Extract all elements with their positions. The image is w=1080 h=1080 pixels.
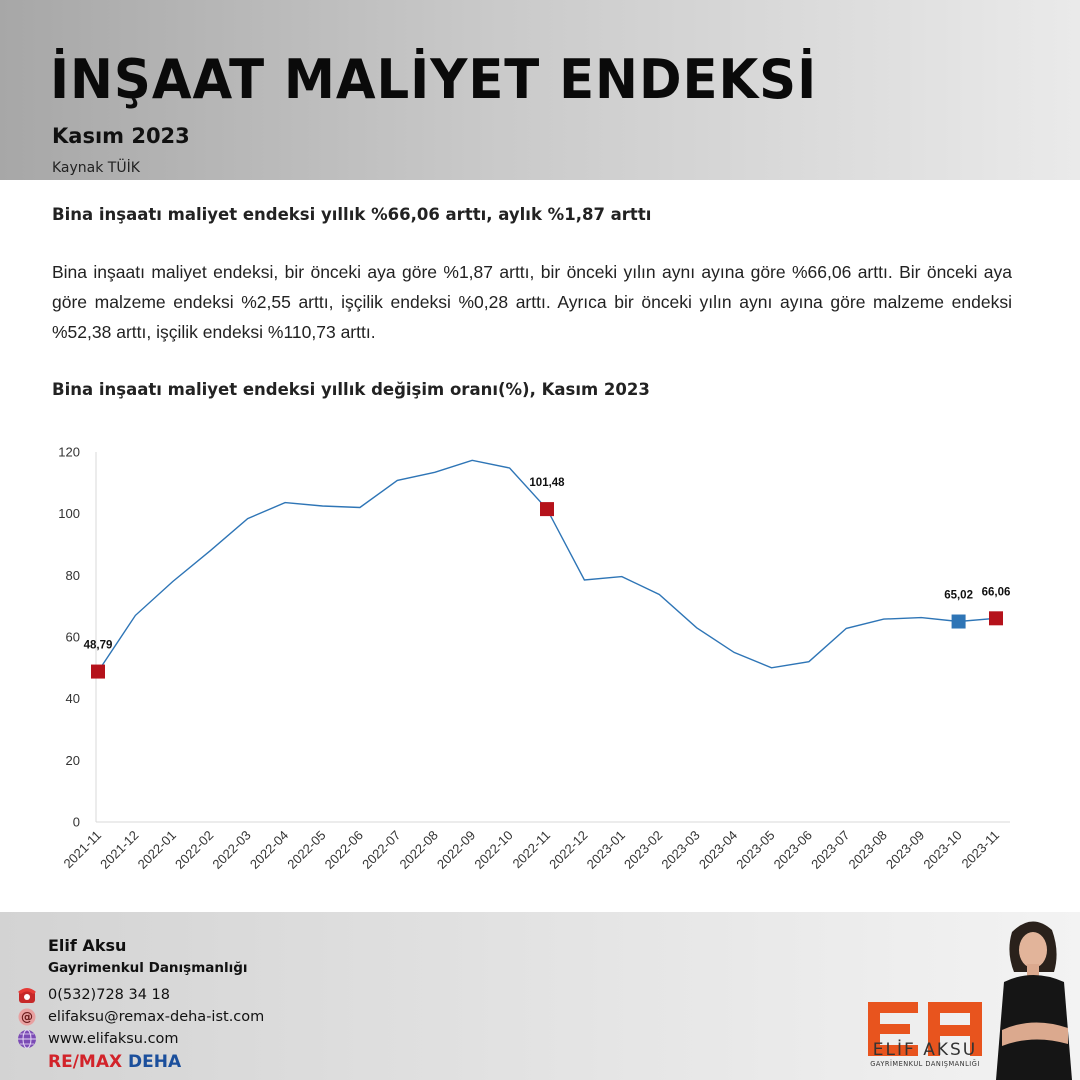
- data-point-marker: [540, 502, 554, 517]
- data-point-marker: [951, 614, 966, 629]
- data-point-marker: [989, 611, 1003, 626]
- x-tick-label: 2022-09: [434, 828, 478, 872]
- x-axis-ticks: 2021-112021-122022-012022-022022-032022-…: [60, 828, 1002, 872]
- y-tick-label: 20: [66, 753, 80, 768]
- data-point-label: 66,06: [982, 586, 1011, 598]
- x-tick-label: 2023-09: [883, 828, 927, 872]
- article-heading: Bina inşaatı maliyet endeksi yıllık %66,…: [52, 205, 652, 224]
- page-title: İNŞAAT MALİYET ENDEKSİ: [50, 48, 818, 111]
- data-source: Kaynak TÜİK: [52, 160, 140, 176]
- y-tick-label: 60: [66, 630, 80, 645]
- x-tick-label: 2022-11: [509, 828, 553, 872]
- contact-website-row[interactable]: www.elifaksu.com: [14, 1028, 179, 1050]
- logo-subtitle: GAYRİMENKUL DANIŞMANLIĞI: [870, 1060, 980, 1068]
- contact-phone: 0(532)728 34 18: [48, 987, 171, 1003]
- contact-name: Elif Aksu: [48, 936, 127, 955]
- y-tick-label: 100: [58, 506, 80, 521]
- article-body: Bina inşaatı maliyet endeksi, bir önceki…: [52, 262, 1012, 342]
- x-tick-label: 2022-03: [209, 828, 253, 872]
- series-line: [97, 459, 997, 672]
- globe-icon: [14, 1028, 40, 1050]
- x-tick-label: 2023-05: [733, 828, 777, 872]
- data-point-label: 65,02: [944, 590, 973, 602]
- x-tick-label: 2023-03: [658, 828, 702, 872]
- x-tick-label: 2022-01: [135, 828, 179, 872]
- highlight-markers: 48,79 101,48 65,02 66,06: [84, 477, 1011, 679]
- y-tick-label: 0: [73, 815, 80, 830]
- consultant-portrait: [996, 921, 1072, 1080]
- contact-website: www.elifaksu.com: [48, 1031, 179, 1047]
- x-tick-label: 2023-10: [920, 828, 964, 872]
- header-banner: [0, 0, 1080, 180]
- email-icon: @: [14, 1006, 40, 1028]
- contact-phone-row[interactable]: 0(532)728 34 18: [14, 984, 170, 1006]
- remax-office: DEHA: [128, 1052, 182, 1072]
- contact-email: elifaksu@remax-deha-ist.com: [48, 1009, 265, 1025]
- y-tick-label: 80: [66, 568, 80, 583]
- phone-icon: [14, 984, 40, 1006]
- x-tick-label: 2022-05: [284, 828, 328, 872]
- elif-aksu-logo-mark: [868, 1002, 982, 1056]
- y-axis-ticks: 0 20 40 60 80 100 120: [58, 445, 80, 830]
- chart-title: Bina inşaatı maliyet endeksi yıllık deği…: [52, 380, 650, 399]
- x-tick-label: 2022-02: [172, 828, 216, 872]
- data-point-label: 101,48: [529, 477, 565, 489]
- x-tick-label: 2021-11: [60, 828, 104, 872]
- x-tick-label: 2023-01: [584, 828, 628, 872]
- x-tick-label: 2022-06: [322, 828, 366, 872]
- x-tick-label: 2022-08: [397, 828, 441, 872]
- data-point-label: 48,79: [84, 640, 113, 652]
- logo-caption: ELİF AKSU GAYRİMENKUL DANIŞMANLIĞI: [858, 1040, 992, 1068]
- remax-wordmark: RE/MAX: [48, 1052, 123, 1072]
- x-tick-label: 2021-12: [97, 828, 141, 872]
- y-tick-label: 40: [66, 691, 80, 706]
- contact-role: Gayrimenkul Danışmanlığı: [48, 960, 248, 976]
- contact-email-row[interactable]: @ elifaksu@remax-deha-ist.com: [14, 1006, 264, 1028]
- report-date: Kasım 2023: [52, 124, 190, 148]
- x-tick-label: 2023-02: [621, 828, 665, 872]
- remax-logo: RE/MAX DEHA: [48, 1052, 181, 1072]
- x-tick-label: 2023-08: [846, 828, 890, 872]
- x-tick-label: 2022-10: [471, 828, 515, 872]
- data-point-marker: [91, 664, 105, 679]
- x-tick-label: 2023-07: [808, 828, 852, 872]
- x-tick-label: 2023-11: [958, 828, 1002, 872]
- svg-text:@: @: [21, 1010, 33, 1024]
- x-tick-label: 2023-06: [771, 828, 815, 872]
- x-tick-label: 2023-04: [696, 828, 740, 872]
- x-tick-label: 2022-07: [359, 828, 403, 872]
- y-tick-label: 120: [58, 445, 80, 460]
- x-tick-label: 2022-12: [546, 828, 590, 872]
- x-tick-label: 2022-04: [247, 828, 291, 872]
- logo-name: ELİF AKSU: [872, 1040, 978, 1060]
